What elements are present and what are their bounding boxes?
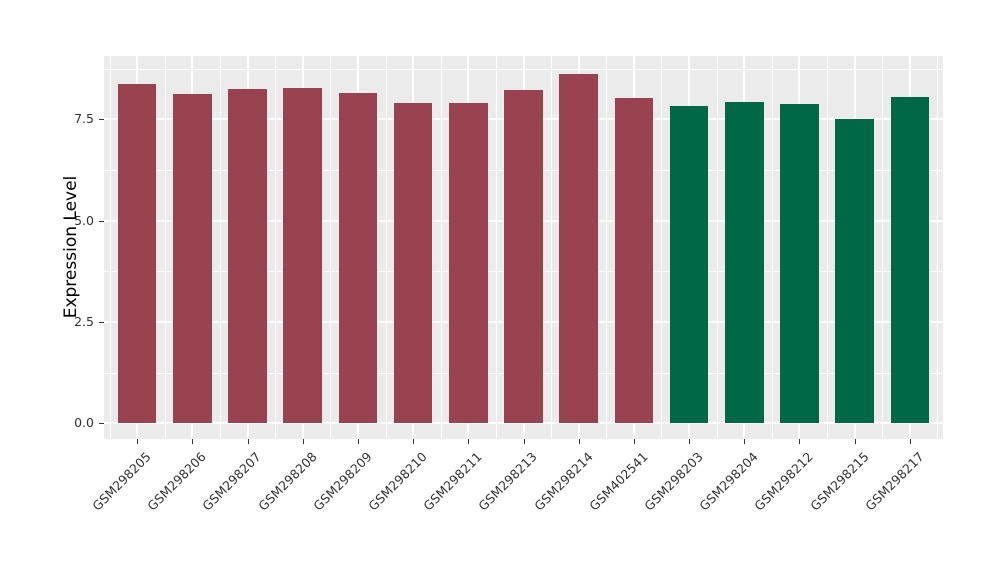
gridline-minor bbox=[275, 56, 277, 439]
x-tick-mark bbox=[854, 439, 856, 444]
gridline-minor bbox=[937, 56, 939, 439]
gridline-minor bbox=[827, 56, 829, 439]
bar-GSM298213 bbox=[504, 89, 543, 424]
bar-GSM298206 bbox=[172, 93, 212, 424]
x-tick-mark bbox=[799, 439, 801, 444]
x-tick-mark bbox=[413, 439, 415, 444]
x-tick-label: GSM298214 bbox=[530, 449, 596, 514]
x-tick-label: GSM298203 bbox=[641, 449, 706, 514]
x-tick-label: GSM298208 bbox=[254, 449, 320, 514]
y-tick-label: 0.0 bbox=[74, 415, 94, 431]
y-tick-label: 5.0 bbox=[74, 212, 94, 228]
gridline-minor bbox=[440, 56, 442, 439]
x-tick-mark bbox=[302, 439, 304, 444]
x-tick-label: GSM298205 bbox=[89, 449, 154, 514]
y-tick-label: 2.5 bbox=[74, 313, 94, 329]
bar-GSM298215 bbox=[835, 118, 874, 424]
plot-panel bbox=[104, 56, 943, 439]
gridline-minor bbox=[551, 56, 553, 439]
bar-GSM298204 bbox=[724, 101, 764, 424]
gridline-minor bbox=[495, 56, 497, 439]
x-tick-mark bbox=[578, 439, 580, 444]
x-tick-mark bbox=[192, 439, 194, 444]
bar-GSM298217 bbox=[890, 96, 930, 424]
x-tick-mark bbox=[247, 439, 249, 444]
bar-GSM298214 bbox=[559, 73, 598, 424]
x-tick-label: GSM298213 bbox=[475, 449, 541, 514]
y-tick-mark bbox=[99, 220, 104, 222]
bar-GSM298209 bbox=[338, 93, 378, 424]
y-tick-mark bbox=[99, 423, 104, 425]
x-tick-label: GSM298207 bbox=[199, 449, 265, 514]
bar-GSM298203 bbox=[669, 105, 709, 424]
bar-GSM298207 bbox=[228, 89, 267, 424]
x-tick-mark bbox=[357, 439, 359, 444]
bar-GSM298212 bbox=[780, 103, 819, 424]
bar-GSM298205 bbox=[117, 84, 157, 424]
y-tick-mark bbox=[99, 321, 104, 323]
x-tick-label: GSM298210 bbox=[365, 449, 430, 514]
y-tick-label: 7.5 bbox=[74, 111, 94, 127]
bar-GSM298210 bbox=[393, 102, 433, 424]
bar-GSM298208 bbox=[283, 87, 323, 424]
x-tick-mark bbox=[689, 439, 691, 444]
bar-GSM402541 bbox=[614, 97, 654, 424]
gridline-minor bbox=[219, 56, 221, 439]
gridline-minor bbox=[771, 56, 773, 439]
bar-GSM298211 bbox=[448, 102, 488, 424]
gridline-minor bbox=[164, 56, 166, 439]
gridline-minor bbox=[606, 56, 608, 439]
gridline-minor bbox=[716, 56, 718, 439]
x-tick-mark bbox=[633, 439, 635, 444]
x-tick-mark bbox=[137, 439, 139, 444]
x-tick-mark bbox=[744, 439, 746, 444]
x-tick-label: GSM298215 bbox=[806, 449, 872, 514]
gridline-minor bbox=[385, 56, 387, 439]
y-axis-title: Expression Level bbox=[61, 175, 81, 319]
x-tick-mark bbox=[468, 439, 470, 444]
gridline-minor bbox=[330, 56, 332, 439]
x-tick-mark bbox=[909, 439, 911, 444]
x-tick-label: GSM298212 bbox=[751, 449, 817, 514]
y-tick-mark bbox=[99, 119, 104, 121]
x-tick-mark bbox=[523, 439, 525, 444]
gridline-minor bbox=[882, 56, 884, 439]
gridline-minor bbox=[661, 56, 663, 439]
gridline-minor bbox=[109, 56, 111, 439]
